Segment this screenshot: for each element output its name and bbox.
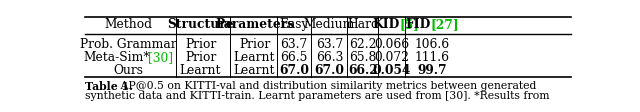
Text: 99.7: 99.7 (417, 64, 447, 77)
Text: 63.7: 63.7 (316, 38, 343, 51)
Text: Parameters: Parameters (215, 18, 294, 31)
Text: Learnt: Learnt (234, 64, 275, 77)
Text: FID: FID (406, 18, 431, 31)
Text: 106.6: 106.6 (415, 38, 450, 51)
Text: 66.5: 66.5 (280, 51, 307, 64)
Text: Medium: Medium (304, 18, 355, 31)
Text: Hard: Hard (348, 18, 379, 31)
Text: AP@0.5 on KITTI-val and distribution similarity metrics between generated: AP@0.5 on KITTI-val and distribution sim… (117, 81, 536, 91)
Text: Prob. Grammar: Prob. Grammar (80, 38, 177, 51)
Text: 111.6: 111.6 (415, 51, 450, 64)
Text: Learnt: Learnt (234, 51, 275, 64)
Text: Meta-Sim*: Meta-Sim* (84, 51, 150, 64)
Text: Prior: Prior (185, 51, 216, 64)
Text: Method: Method (104, 18, 152, 31)
Text: Easy: Easy (279, 18, 308, 31)
Text: KID: KID (372, 18, 399, 31)
Text: 65.8: 65.8 (349, 51, 377, 64)
Text: Structure: Structure (167, 18, 234, 31)
Text: 66.3: 66.3 (316, 51, 343, 64)
Text: 67.0: 67.0 (314, 64, 344, 77)
Text: Table 1.: Table 1. (85, 81, 133, 92)
Text: Learnt: Learnt (180, 64, 221, 77)
Text: 0.066: 0.066 (374, 38, 409, 51)
Text: [27]: [27] (430, 18, 459, 31)
Text: 0.072: 0.072 (374, 51, 409, 64)
Text: synthetic data and KITTI-train. Learnt parameters are used from [30]. *Results f: synthetic data and KITTI-train. Learnt p… (85, 91, 550, 101)
Text: 63.7: 63.7 (280, 38, 307, 51)
Text: 67.0: 67.0 (279, 64, 308, 77)
Text: Ours: Ours (113, 64, 143, 77)
Text: 0.054: 0.054 (372, 64, 411, 77)
Text: Prior: Prior (239, 38, 270, 51)
Text: [5]: [5] (399, 18, 419, 31)
Text: 62.2: 62.2 (349, 38, 377, 51)
Text: [30]: [30] (148, 51, 173, 64)
Text: 66.2: 66.2 (348, 64, 378, 77)
Text: Prior: Prior (185, 38, 216, 51)
